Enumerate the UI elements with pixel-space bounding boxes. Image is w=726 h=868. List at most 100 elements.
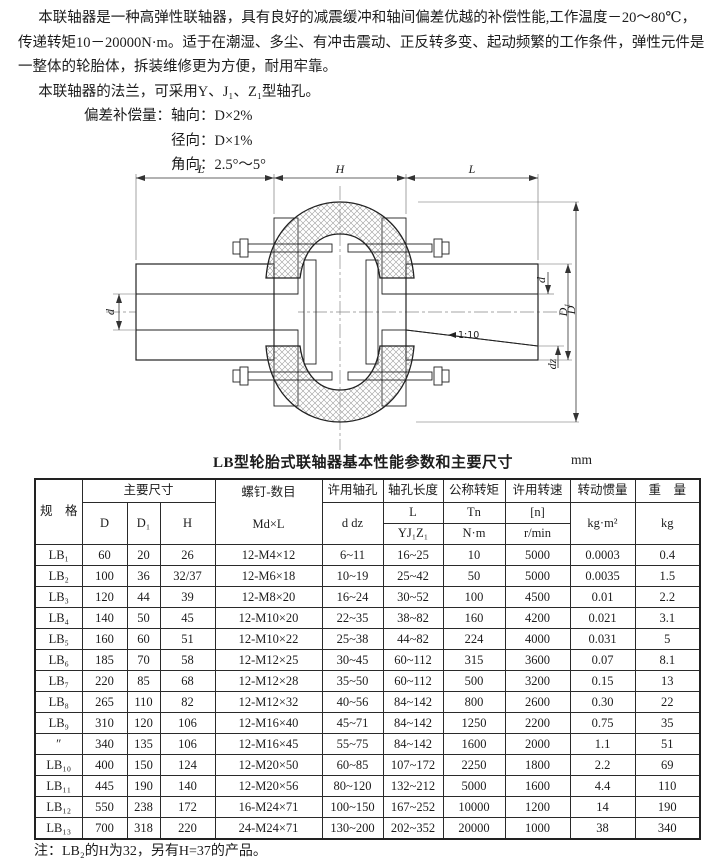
table-cell: 1.5 [634, 564, 701, 587]
table-cell: 60~112 [382, 669, 444, 692]
table-cell: 120 [126, 711, 161, 734]
table-cell: 16~25 [382, 543, 444, 566]
table-cell: 22 [634, 690, 701, 713]
table-cell: 140 [81, 606, 128, 629]
spec-table-head: 规 格 主要尺寸 螺钉-数目 Md×L 许用轴孔 轴孔长度 公称转矩 许用转速 … [34, 478, 701, 545]
table-cell: 0.021 [569, 606, 636, 629]
compensation-block: 偏差补偿量： 轴向：D×2% 径向：D×1% 角向：2.5°～5° [84, 104, 710, 178]
table-cell: 400 [81, 753, 128, 776]
table-cell: 10 [442, 543, 506, 566]
table-cell: 44 [126, 585, 161, 608]
table-cell: 0.01 [569, 585, 636, 608]
table-cell: 38 [569, 816, 636, 839]
table-cell: 35~50 [321, 669, 384, 692]
table-cell: 20 [126, 543, 161, 566]
table-cell: 2.2 [634, 585, 701, 608]
intro-paragraph-1: 本联轴器是一种高弹性联轴器，具有良好的减震缓冲和轴间偏差优越的补偿性能,工作温度… [18, 10, 705, 75]
table-cell: LB₃ [34, 585, 83, 608]
table-cell: 124 [159, 753, 216, 776]
table-cell: 106 [159, 711, 216, 734]
table-cell: 5 [634, 627, 701, 650]
table-cell: 44~82 [382, 627, 444, 650]
table-cell: 32/37 [159, 564, 216, 587]
table-cell: 5000 [504, 543, 571, 566]
table-cell: 445 [81, 774, 128, 797]
table-cell: 10~19 [321, 564, 384, 587]
table-row: LB₁₂ 550 238 172 16-M24×71 100~150 167~252 1000… [34, 795, 701, 818]
table-cell: 12-M20×56 [214, 774, 323, 797]
table-cell: 36 [126, 564, 161, 587]
table-cell: 2200 [504, 711, 571, 734]
table-cell: 40~56 [321, 690, 384, 713]
table-cell: 1600 [504, 774, 571, 797]
table-cell: 85 [126, 669, 161, 692]
table-cell: 22~35 [321, 606, 384, 629]
table-cell: 25~38 [321, 627, 384, 650]
compensation-axial: 轴向：D×2% [171, 108, 253, 124]
col-header-torque: 公称转矩 [442, 478, 506, 503]
table-cell: 30~52 [382, 585, 444, 608]
coupling-section-drawing: 1:10 L H L [103, 162, 579, 450]
table-cell: 190 [634, 795, 701, 818]
table-cell: 35 [634, 711, 701, 734]
dim-label-d1: D₁ [556, 304, 570, 318]
big-d-dimension: D [416, 201, 579, 423]
table-row: LB₁₃ 700 318 220 24-M24×71 130~200 202~352 2000… [34, 816, 701, 839]
table-cell: 110 [634, 774, 701, 797]
col-header-bore-len-l: L [382, 501, 444, 524]
table-cell: 100~150 [321, 795, 384, 818]
table-cell: 70 [126, 648, 161, 671]
col-header-h: H [159, 501, 216, 545]
col-header-torque-sym: Tn [442, 501, 506, 524]
table-cell: 38~82 [382, 606, 444, 629]
table-unit-label: mm [570, 452, 592, 467]
table-cell: 0.75 [569, 711, 636, 734]
table-cell: 5000 [504, 564, 571, 587]
table-row: LB₃ 120 44 39 12-M8×20 16~24 30~52 100 4500 0.01 2… [34, 585, 701, 608]
table-cell: 80~120 [321, 774, 384, 797]
col-header-inertia-unit: kg·m² [569, 501, 636, 545]
spec-table-body: LB₁ 60 20 26 12-M4×12 6~11 16~25 10 5000 0.0003 0.… [34, 543, 701, 839]
top-dimensions: L H L [135, 162, 539, 260]
table-cell: 238 [126, 795, 161, 818]
table-cell: 12-M4×12 [214, 543, 323, 566]
table-cell: 3.1 [634, 606, 701, 629]
col-header-speed-unit: r/min [504, 522, 571, 545]
table-cell: 30~45 [321, 648, 384, 671]
table-cell: 51 [159, 627, 216, 650]
col-header-bore-len: 轴孔长度 [382, 478, 444, 503]
table-cell: 4500 [504, 585, 571, 608]
table-cell: 2000 [504, 732, 571, 755]
table-cell: 130~200 [321, 816, 384, 839]
left-hub [135, 263, 298, 361]
table-cell: 160 [442, 606, 506, 629]
table-row: LB₇ 220 85 68 12-M12×28 35~50 60~112 500 3200 0.1… [34, 669, 701, 692]
table-cell: 10000 [442, 795, 506, 818]
table-cell: 13 [634, 669, 701, 692]
table-cell: 60 [126, 627, 161, 650]
spec-table: 规 格 主要尺寸 螺钉-数目 Md×L 许用轴孔 轴孔长度 公称转矩 许用转速 … [34, 478, 701, 840]
table-cell: LB₁₁ [34, 774, 83, 797]
col-header-bore-len-types: YJ₁Z₁ [382, 522, 444, 545]
right-bore-dimensions: d dz [534, 272, 564, 369]
table-row: ″ 340 135 106 12-M16×45 55~75 84~142 1600 2000 1.… [34, 732, 701, 755]
table-cell: 2250 [442, 753, 506, 776]
table-cell: 12-M16×45 [214, 732, 323, 755]
table-cell: 55~75 [321, 732, 384, 755]
table-cell: 167~252 [382, 795, 444, 818]
table-cell: LB₆ [34, 648, 83, 671]
d1-dimension: D₁ [538, 263, 572, 361]
table-cell: LB₁₃ [34, 816, 83, 839]
table-cell: 0.031 [569, 627, 636, 650]
table-cell: 318 [126, 816, 161, 839]
table-row: LB₄ 140 50 45 12-M10×20 22~35 38~82 160 4200 0.02… [34, 606, 701, 629]
left-d-dimension: d [103, 293, 136, 331]
table-cell: LB₁₀ [34, 753, 83, 776]
col-header-speed: 许用转速 [504, 478, 571, 503]
tire-top [265, 201, 415, 279]
table-cell: 84~142 [382, 711, 444, 734]
table-cell: 0.0035 [569, 564, 636, 587]
table-cell: 39 [159, 585, 216, 608]
col-header-d: D [81, 501, 128, 545]
table-cell: 60 [81, 543, 128, 566]
